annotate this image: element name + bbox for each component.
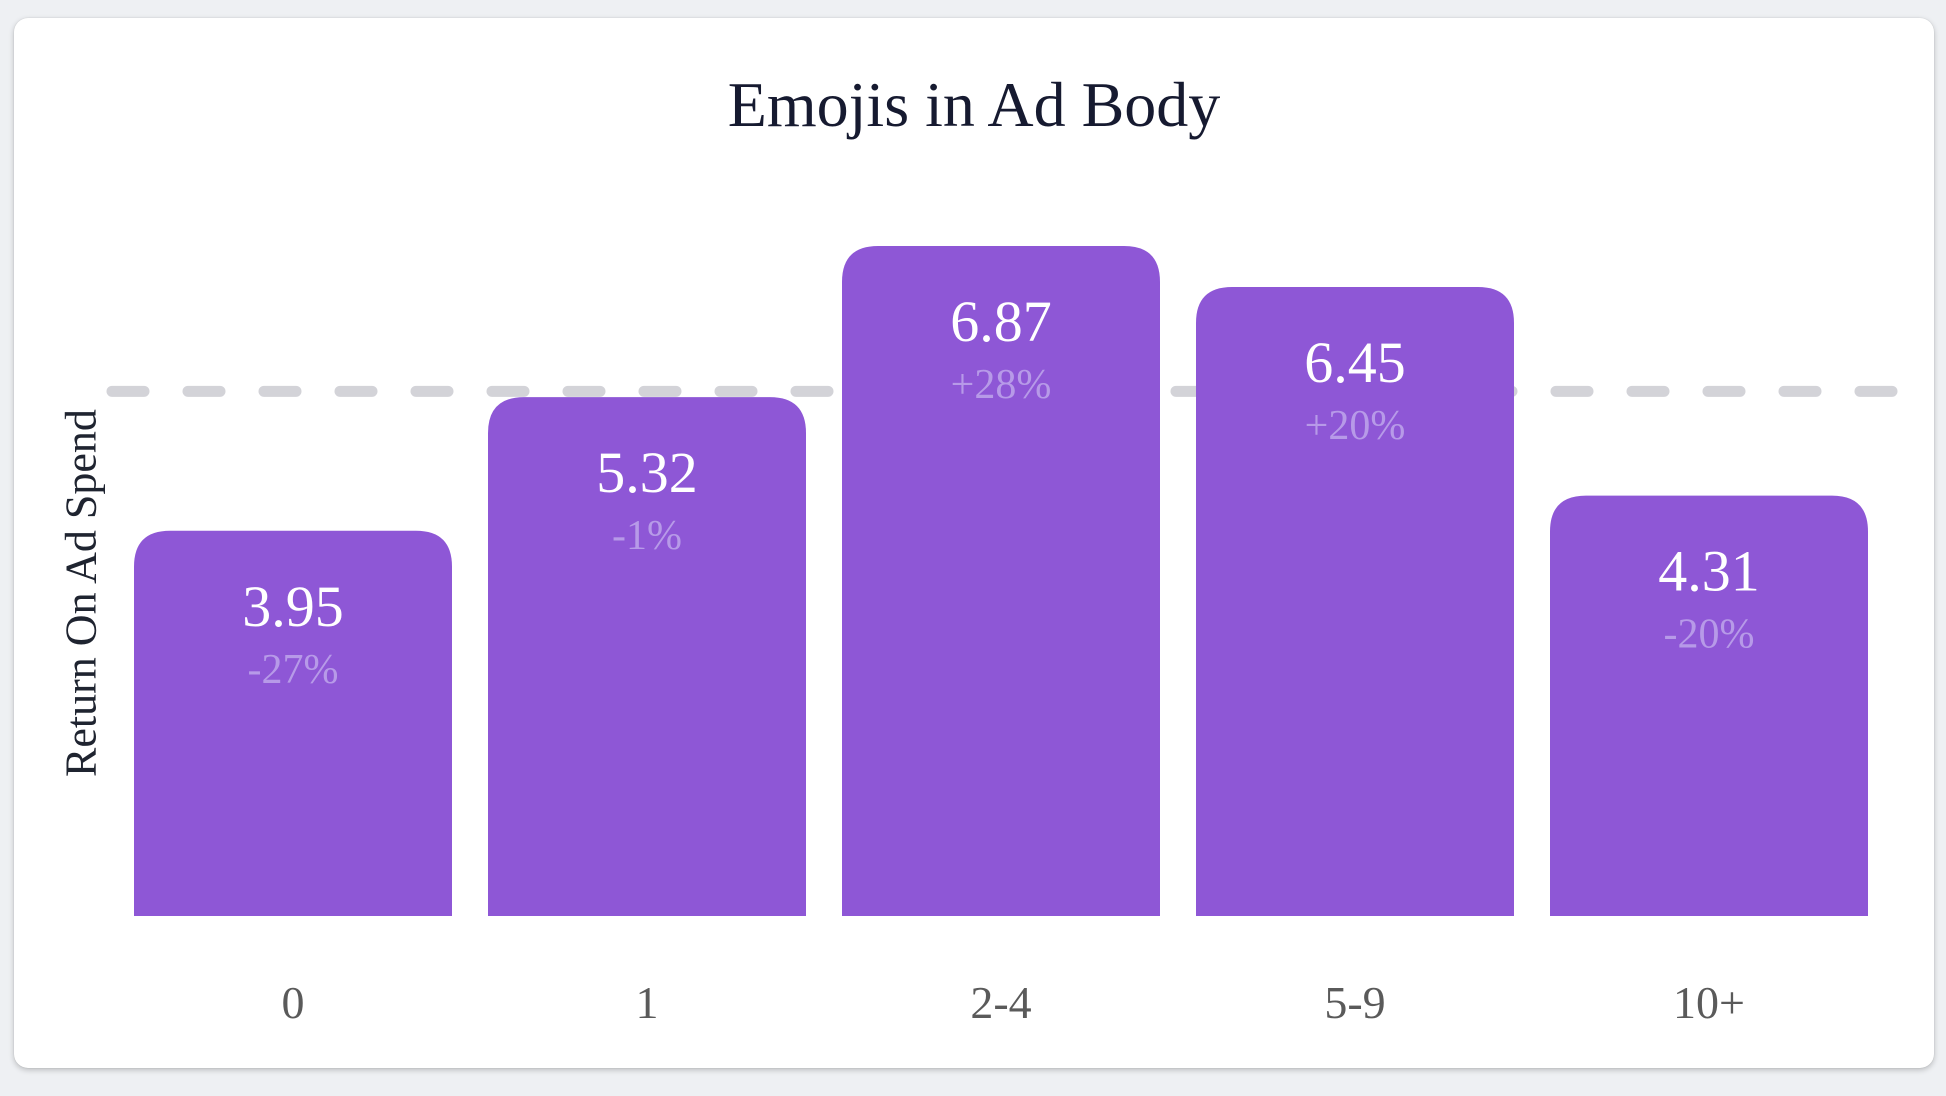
bar-value-label: 5.32 — [596, 440, 698, 505]
x-tick-label: 0 — [282, 977, 305, 1028]
bar-value-label: 6.45 — [1304, 330, 1406, 395]
x-tick-label: 5-9 — [1324, 977, 1385, 1028]
bar-change-label: +28% — [951, 362, 1052, 408]
x-tick-label: 1 — [636, 977, 659, 1028]
bar-change-label: -1% — [612, 513, 682, 559]
bar-10+ — [1550, 495, 1868, 916]
bar-5-9 — [1196, 286, 1514, 916]
chart-plot: 3.95 -27% 0 5.32 -1% 1 6.87 +28% 2-4 6.45 +20% 5-9 4… — [106, 246, 1898, 1028]
bar-value-label: 6.87 — [950, 289, 1052, 354]
x-tick-label: 10+ — [1673, 977, 1745, 1028]
bar-2-4 — [842, 246, 1160, 916]
chart-card: Emojis in Ad Body Return On Ad Spend 3.9… — [14, 18, 1934, 1068]
bar-1 — [488, 397, 806, 916]
x-tick-label: 2-4 — [970, 977, 1031, 1028]
bar-value-label: 4.31 — [1658, 539, 1760, 604]
bar-change-label: +20% — [1305, 403, 1406, 449]
bar-value-label: 3.95 — [242, 574, 344, 639]
bar-0 — [134, 530, 452, 916]
bar-change-label: -27% — [248, 647, 339, 693]
bar-change-label: -20% — [1664, 612, 1755, 658]
chart-title: Emojis in Ad Body — [727, 69, 1221, 140]
